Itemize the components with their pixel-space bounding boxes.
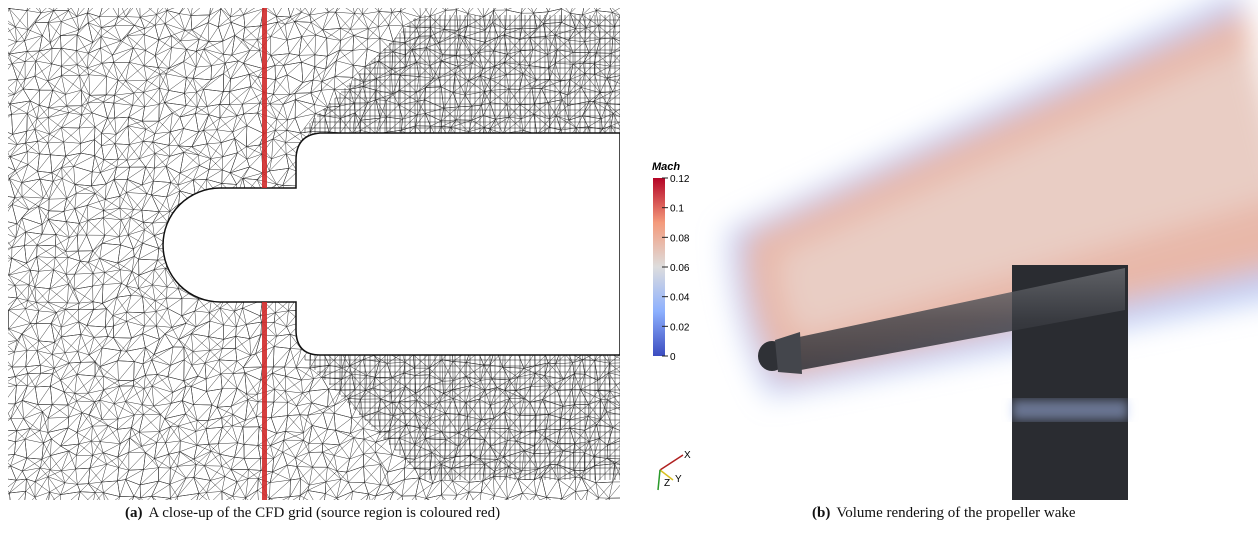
figure: Mach 0 0.02 0.04 0.06 0.08 0.1 0.12 X Y Z [8, 0, 1258, 500]
axis-x-label: X [684, 450, 691, 461]
volume-rendering [727, 0, 1258, 500]
colorbar-tick-label: 0.02 [670, 322, 690, 333]
colorbar-tick-label: 0.12 [670, 174, 690, 185]
source-region [262, 302, 267, 500]
colorbar-title: Mach [652, 161, 680, 173]
colorbar-tick-label: 0.04 [670, 293, 690, 304]
body [162, 132, 620, 356]
colorbar-tick-label: 0.06 [670, 263, 690, 274]
colorbar-tick-label: 0.08 [670, 233, 690, 244]
caption-text: A close-up of the CFD grid (source regio… [148, 505, 501, 521]
caption-a: (a) A close-up of the CFD grid (source re… [125, 505, 500, 522]
axes-triad: X Y Z [657, 450, 691, 491]
caption-b: (b) Volume rendering of the propeller wak… [812, 505, 1076, 522]
caption-label: (a) [125, 505, 143, 521]
colorbar: Mach 0 0.02 0.04 0.06 0.08 0.1 0.12 [652, 161, 690, 363]
axis-y-label: Y [675, 474, 682, 485]
caption-text: Volume rendering of the propeller wake [836, 505, 1076, 521]
source-region [262, 8, 267, 188]
colorbar-tick-label: 0.1 [670, 204, 684, 215]
caption-label: (b) [812, 505, 831, 521]
structured-mesh [304, 15, 620, 480]
cfd-grid [8, 8, 620, 500]
colorbar-tick-label: 0 [670, 352, 676, 363]
axis-z-label: Z [664, 478, 670, 489]
